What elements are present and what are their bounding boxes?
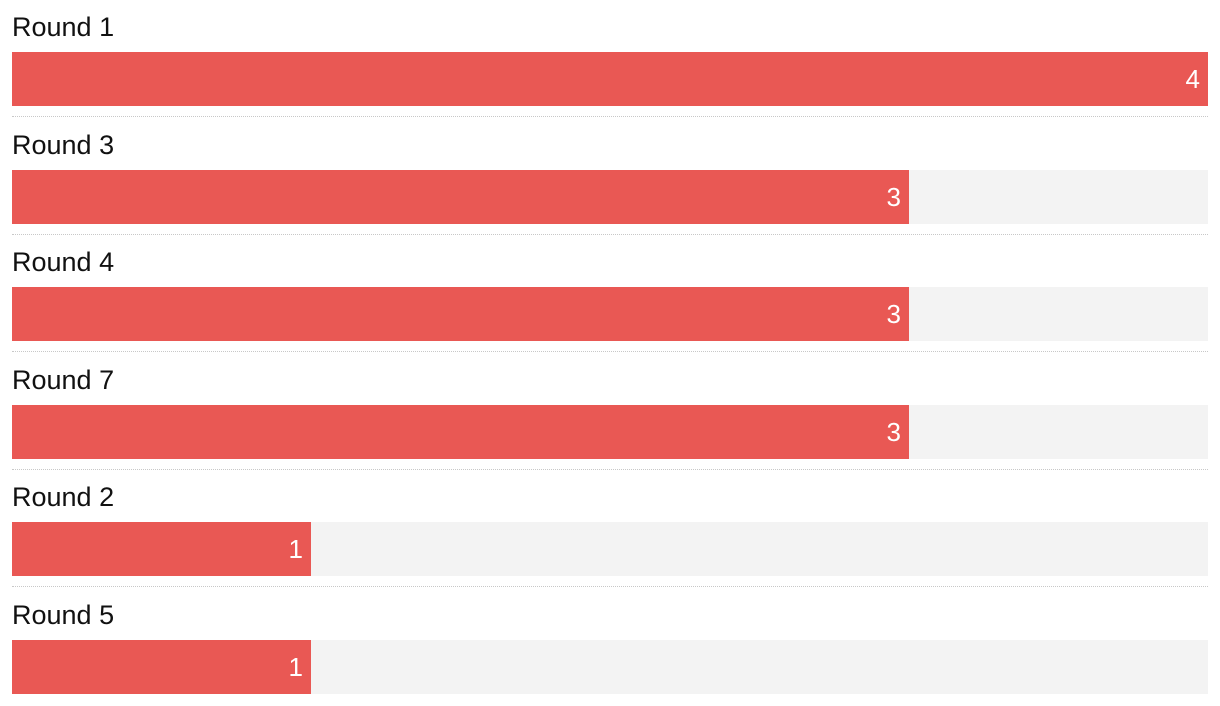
value-label: 3 [886,299,901,330]
value-label: 1 [288,534,303,565]
row-separator [12,116,1208,117]
value-label: 4 [1185,64,1200,94]
category-label: Round 3 [12,129,115,160]
bar [12,404,909,459]
bar [12,52,1208,106]
category-label: Round 1 [12,12,115,42]
bar-track: 1 [12,522,1208,577]
bar-row: Round 3 3 [12,118,1208,236]
row-separator [12,351,1208,353]
bar-track: 3 [12,169,1208,224]
bar-row: Round 7 3 [12,353,1208,471]
bar-track: 4 [12,52,1208,106]
category-label: Round 2 [12,482,115,513]
bar-track: 1 [12,640,1208,694]
category-label: Round 5 [12,600,115,630]
bar-row: Round 2 1 [12,470,1208,588]
value-label: 3 [886,416,901,447]
value-label: 1 [288,652,303,682]
value-label: 3 [886,181,901,212]
bar-track: 3 [12,287,1208,342]
row-separator [12,233,1208,235]
row-separator [12,586,1208,588]
bar-row: Round 1 4 [12,0,1208,118]
bar-row: Round 5 1 [12,588,1208,706]
row-separator [12,468,1208,470]
bar [12,522,311,577]
bar [12,169,909,224]
bar-track: 3 [12,404,1208,459]
bar [12,640,311,694]
category-label: Round 7 [12,364,115,395]
bar [12,287,909,342]
bar-row: Round 4 3 [12,235,1208,353]
category-label: Round 4 [12,247,115,278]
